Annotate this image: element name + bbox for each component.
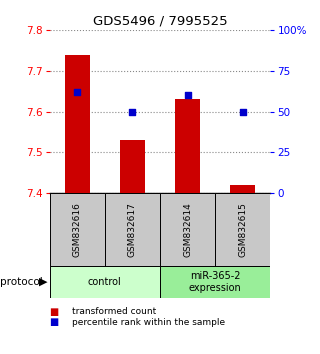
Text: GSM832617: GSM832617	[128, 202, 137, 257]
Bar	[160, 266, 270, 298]
Point	[240, 109, 245, 114]
Bar	[50, 193, 105, 266]
Text: GSM832614: GSM832614	[183, 202, 192, 257]
Text: control: control	[88, 277, 122, 287]
Text: protocol: protocol	[0, 277, 43, 287]
Bar	[160, 193, 215, 266]
Text: transformed count: transformed count	[72, 307, 156, 316]
Point	[75, 89, 80, 95]
Bar	[120, 140, 145, 193]
Text: ■: ■	[50, 307, 59, 316]
Text: miR-365-2
expression: miR-365-2 expression	[189, 271, 242, 293]
Point	[130, 109, 135, 114]
Text: percentile rank within the sample: percentile rank within the sample	[72, 318, 225, 327]
Bar	[230, 185, 255, 193]
Bar	[65, 55, 90, 193]
Text: GSM832615: GSM832615	[238, 202, 247, 257]
Text: GSM832616: GSM832616	[73, 202, 82, 257]
Title: GDS5496 / 7995525: GDS5496 / 7995525	[93, 15, 227, 28]
Text: ▶: ▶	[39, 277, 47, 287]
Bar	[50, 266, 160, 298]
Bar	[105, 193, 160, 266]
Bar	[175, 99, 200, 193]
Bar	[215, 193, 270, 266]
Point	[185, 92, 190, 98]
Text: ■: ■	[50, 317, 59, 327]
